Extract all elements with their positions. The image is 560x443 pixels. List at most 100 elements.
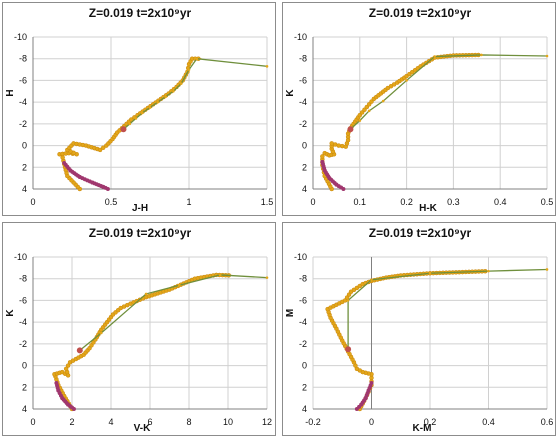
y-tick-label: 2 [302, 382, 307, 392]
x-tick-label: 4 [108, 417, 113, 427]
y-tick-label: -6 [299, 295, 307, 305]
y-axis-label: K [5, 309, 16, 317]
y-tick-label: -10 [14, 32, 27, 42]
y-tick-label: 2 [302, 162, 307, 172]
x-tick-label: 6 [147, 417, 152, 427]
x-tick-label: 8 [186, 417, 191, 427]
y-tick-label: 4 [22, 404, 27, 414]
isochrone-point [129, 117, 134, 122]
chart-km: Z=0.019 t=2x10⁹yr -10 -8 -6 -4 -2 0 2 4 -0.2 0 0.2 0… [285, 226, 554, 434]
x-tick-label: 10 [223, 417, 233, 427]
x-tick-label: 0.1 [354, 197, 367, 207]
agb-point [367, 109, 371, 113]
isochrone-point [65, 363, 71, 368]
agb-line [349, 54, 548, 130]
agb-point [218, 273, 222, 277]
y-tick-label: 4 [302, 404, 307, 414]
y-tick-label: -10 [14, 252, 27, 262]
transition-marker [76, 347, 83, 354]
chart-panel-km: Z=0.019 t=2x10⁹yr -10 -8 -6 -4 -2 0 2 4 -0.2 0 0.2 0… [282, 222, 556, 436]
isochrone-line [53, 274, 232, 410]
agb-line [79, 274, 268, 351]
y-tick-label: -8 [299, 274, 307, 284]
agb-point [179, 82, 183, 85]
chart-title: Z=0.019 t=2x10⁹yr [369, 6, 472, 20]
agb-line [347, 268, 548, 350]
main-sequence-point [341, 187, 346, 191]
y-tick-label: -2 [299, 339, 307, 349]
x-tick-label: 0.4 [494, 197, 507, 207]
agb-point [480, 53, 483, 57]
agb-point [148, 106, 152, 109]
x-tick-label: 0.4 [482, 417, 495, 427]
agb-point [99, 331, 103, 335]
y-tick-label: 0 [302, 361, 307, 371]
agb-point [164, 95, 167, 99]
y-tick-label: -4 [19, 317, 27, 327]
y-tick-label: 0 [302, 141, 307, 151]
agb-point [433, 55, 436, 58]
isochrone-point [320, 154, 325, 159]
x-tick-label: 0 [310, 197, 315, 207]
agb-point [358, 119, 362, 122]
y-tick-label: -10 [294, 252, 307, 262]
y-tick-label: -2 [19, 339, 27, 349]
x-axis-label: H-K [419, 203, 438, 214]
agb-point [381, 99, 385, 103]
y-tick-label: -10 [294, 32, 307, 42]
y-tick-label: -2 [299, 119, 307, 129]
x-tick-label: 0 [30, 197, 35, 207]
main-sequence-point [105, 187, 110, 191]
y-axis-label: K [285, 89, 296, 97]
agb-point [428, 271, 432, 275]
y-tick-label: 2 [22, 162, 27, 172]
main-sequence-point [354, 407, 359, 411]
x-tick-label: 0.6 [541, 417, 554, 427]
x-tick-label: -0.2 [305, 417, 321, 427]
x-tick-label: 0.2 [400, 197, 413, 207]
agb-point [134, 117, 138, 120]
x-axis-label: J-H [132, 203, 148, 214]
x-tick-label: 0 [30, 417, 35, 427]
x-tick-label: 0.3 [447, 197, 460, 207]
x-tick-label: 1 [186, 197, 191, 207]
x-tick-label: 0 [369, 417, 374, 427]
y-tick-label: -8 [19, 274, 27, 284]
agb-point [545, 54, 549, 58]
x-tick-label: 12 [262, 417, 272, 427]
agb-point [265, 276, 269, 279]
x-axis-label: K-M [413, 423, 432, 434]
isochrone-point [63, 366, 69, 372]
agb-line [123, 58, 268, 130]
chart-title: Z=0.019 t=2x10⁹yr [369, 226, 472, 240]
agb-point [128, 122, 132, 126]
agb-point [144, 292, 148, 296]
chart-panel-hk: Z=0.019 t=2x10⁹yr -10 -8 -6 -4 -2 0 2 4 0 0.1 0.2 0.… [282, 2, 556, 216]
agb-point [172, 89, 175, 93]
y-tick-label: -4 [299, 97, 307, 107]
transition-marker [347, 126, 354, 133]
y-tick-label: -8 [299, 54, 307, 64]
chart-panel-jh: Z=0.019 t=2x10⁹yr -10 -8 -6 -4 -2 0 2 4 0 0.5 1 1.5 J… [2, 2, 276, 216]
y-axis-label: M [285, 309, 296, 317]
y-tick-label: -4 [299, 317, 307, 327]
agb-point [487, 269, 490, 273]
chart-panel-vk: Z=0.019 t=2x10⁹yr -10 -8 -6 -4 -2 0 2 4 0 2 4 6 8 10 12… [2, 222, 276, 436]
y-tick-label: 0 [22, 361, 27, 371]
isochrone-point [97, 147, 103, 153]
x-tick-label: 0.5 [541, 197, 554, 207]
x-tick-label: 1.5 [261, 197, 274, 207]
y-tick-label: -8 [19, 54, 27, 64]
isochrone-point [100, 145, 106, 150]
y-tick-label: -2 [19, 119, 27, 129]
y-tick-label: -6 [299, 75, 307, 85]
chart-title: Z=0.019 t=2x10⁹yr [89, 226, 192, 240]
main-sequence-point [71, 407, 76, 411]
isochrone-line [321, 54, 482, 190]
y-tick-label: 0 [22, 141, 27, 151]
y-tick-label: 2 [22, 382, 27, 392]
y-tick-label: -6 [19, 295, 27, 305]
